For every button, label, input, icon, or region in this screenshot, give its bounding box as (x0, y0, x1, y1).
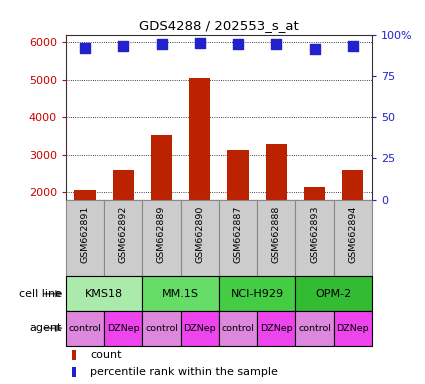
Bar (74, 190, 96, 267)
Bar (72, 367, 76, 377)
Text: MM.1S: MM.1S (162, 289, 199, 299)
Bar (304, 187, 325, 267)
Text: cell line: cell line (19, 289, 62, 299)
Bar (66, 200, 104, 276)
Bar (72, 350, 76, 360)
Text: count: count (91, 350, 122, 360)
Bar (334, 200, 372, 276)
Text: control: control (221, 324, 255, 333)
Text: agent: agent (29, 323, 62, 333)
Bar (257, 311, 295, 346)
Bar (142, 311, 181, 346)
Bar (113, 170, 134, 267)
Point (82, 45, 88, 51)
Point (235, 41, 241, 48)
Text: DZNep: DZNep (184, 324, 216, 333)
Point (158, 41, 165, 48)
Text: GSM662893: GSM662893 (310, 206, 319, 263)
Bar (189, 78, 210, 267)
Bar (181, 200, 219, 276)
Bar (219, 200, 257, 276)
Bar (142, 200, 181, 276)
Text: control: control (298, 324, 331, 333)
Bar (257, 200, 295, 276)
Text: OPM-2: OPM-2 (315, 289, 352, 299)
Bar (295, 200, 334, 276)
Text: percentile rank within the sample: percentile rank within the sample (91, 367, 278, 377)
Bar (342, 170, 363, 267)
Bar (66, 276, 142, 311)
Text: DZNep: DZNep (337, 324, 369, 333)
Bar (151, 135, 172, 267)
Bar (227, 150, 249, 267)
Bar (142, 276, 219, 311)
Text: DZNep: DZNep (107, 324, 139, 333)
Bar (66, 311, 104, 346)
Bar (295, 276, 372, 311)
Bar (219, 276, 295, 311)
Bar (104, 200, 142, 276)
Text: DZNep: DZNep (260, 324, 292, 333)
Text: GSM662892: GSM662892 (119, 206, 128, 263)
Text: KMS18: KMS18 (85, 289, 123, 299)
Text: GSM662888: GSM662888 (272, 206, 281, 263)
Point (311, 46, 318, 53)
Text: GSM662887: GSM662887 (233, 206, 243, 263)
Bar (219, 311, 257, 346)
Bar (181, 311, 219, 346)
Point (120, 43, 127, 49)
Text: GSM662889: GSM662889 (157, 206, 166, 263)
Point (273, 41, 280, 48)
Bar (266, 144, 287, 267)
Text: GSM662891: GSM662891 (80, 206, 90, 263)
Bar (334, 311, 372, 346)
Text: GSM662894: GSM662894 (348, 206, 357, 263)
Text: GSM662890: GSM662890 (195, 206, 204, 263)
Bar (295, 311, 334, 346)
Bar (104, 311, 142, 346)
Point (349, 43, 356, 49)
Text: control: control (145, 324, 178, 333)
Title: GDS4288 / 202553_s_at: GDS4288 / 202553_s_at (139, 19, 299, 32)
Text: NCI-H929: NCI-H929 (230, 289, 284, 299)
Text: control: control (68, 324, 102, 333)
Point (196, 40, 203, 46)
